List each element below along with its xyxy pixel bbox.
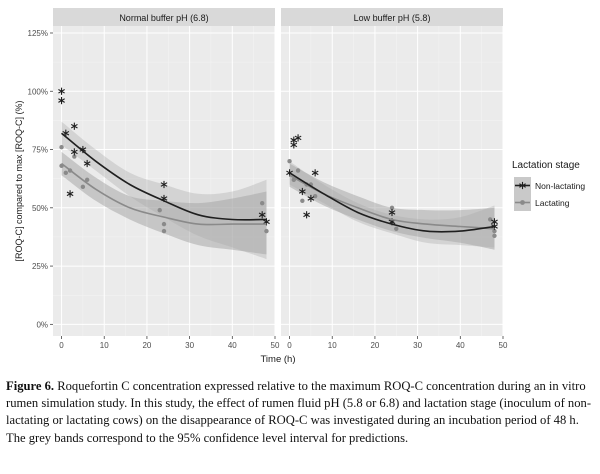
asterisk-stroke: [263, 219, 270, 225]
asterisk-stroke: [70, 149, 78, 155]
data-point-lactating: [80, 184, 86, 190]
data-point-non-lactating: [160, 180, 168, 189]
legend-item-non-lactating: Non-lactating: [514, 177, 585, 194]
data-point-lactating: [161, 228, 167, 234]
legend-label: Lactating: [535, 198, 570, 208]
data-point-lactating: [487, 217, 493, 222]
facet-strip: [53, 8, 275, 26]
data-point-lactating: [394, 226, 399, 231]
asterisk-stroke: [519, 183, 526, 188]
y-tick-label: 25%: [32, 262, 48, 271]
asterisk-stroke: [258, 212, 266, 218]
asterisk-stroke: [66, 191, 74, 197]
data-point-lactating: [157, 207, 162, 213]
figure-caption-label: Figure 6.: [6, 379, 55, 393]
legend-key-point: [520, 200, 525, 205]
data-point-non-lactating: [311, 169, 319, 177]
x-axis-title: Time (h): [260, 354, 295, 365]
data-point-lactating: [389, 205, 395, 211]
asterisk-stroke: [294, 135, 302, 141]
x-tick-label: 40: [228, 341, 237, 350]
data-point-lactating: [312, 193, 318, 199]
x-tick-label: 10: [328, 341, 337, 350]
asterisk-stroke: [160, 196, 168, 201]
data-point-non-lactating: [298, 187, 306, 196]
fit-line-non-lactating: [60, 132, 267, 221]
asterisk-stroke: [298, 189, 306, 194]
figure-caption: Figure 6. Roquefortin C concentration ex…: [6, 378, 594, 447]
asterisk-stroke: [58, 88, 65, 94]
asterisk-stroke: [388, 210, 396, 215]
y-tick-label: 75%: [32, 146, 48, 155]
asterisk-stroke: [58, 98, 65, 103]
x-tick-label: 50: [271, 341, 280, 350]
data-point-lactating: [287, 158, 292, 164]
x-tick-label: 30: [185, 341, 194, 350]
asterisk-stroke: [160, 182, 168, 187]
panel-background: [281, 26, 503, 336]
data-point-non-lactating: [70, 122, 78, 130]
data-point-non-lactating: [83, 159, 91, 168]
data-point-lactating: [259, 200, 265, 206]
y-tick-label: 125%: [28, 29, 48, 38]
asterisk-stroke: [491, 219, 498, 225]
facet-title: Normal buffer pH (6.8): [119, 13, 208, 23]
confidence-band-lactating: [289, 163, 495, 250]
data-point-lactating: [72, 154, 77, 159]
x-tick-label: 50: [499, 341, 508, 350]
data-point-lactating: [161, 221, 167, 227]
legend: Lactation stage Non-lactating Lactating: [512, 160, 585, 211]
data-point-non-lactating: [70, 148, 78, 156]
data-point-lactating: [63, 170, 69, 176]
y-tick-label: 100%: [28, 87, 48, 96]
facet-title: Low buffer pH (5.8): [354, 13, 431, 23]
data-point-lactating: [84, 177, 90, 183]
x-tick-label: 20: [142, 341, 151, 350]
data-point-non-lactating: [388, 208, 396, 217]
asterisk-stroke: [290, 142, 298, 148]
data-point-non-lactating: [66, 190, 74, 198]
y-tick-label: 50%: [32, 204, 48, 213]
data-point-non-lactating: [307, 194, 315, 203]
data-point-non-lactating: [290, 141, 298, 149]
data-point-lactating: [59, 145, 64, 150]
y-tick-label: 0%: [36, 320, 48, 329]
data-point-non-lactating: [258, 211, 266, 219]
x-tick-label: 30: [413, 341, 422, 350]
legend-item-lactating: Lactating: [514, 194, 570, 211]
x-tick-label: 0: [287, 341, 292, 350]
facet-panel-1: Normal buffer pH (6.8) 0 10 20 30 40 50: [53, 8, 280, 350]
data-point-lactating: [300, 198, 305, 204]
data-point-non-lactating: [58, 96, 65, 105]
fit-line-non-lactating: [289, 172, 495, 233]
figure-caption-text: Roquefortin C concentration expressed re…: [6, 379, 592, 445]
asterisk-stroke: [290, 137, 298, 143]
data-point-non-lactating: [303, 211, 311, 219]
asterisk-stroke: [303, 212, 311, 218]
data-point-lactating: [492, 233, 497, 238]
fit-line-lactating: [61, 162, 267, 226]
asterisk-stroke: [311, 170, 319, 176]
x-tick-label: 20: [370, 341, 379, 350]
data-point-non-lactating: [58, 87, 65, 95]
asterisk-stroke: [62, 130, 70, 136]
data-point-lactating: [492, 228, 497, 234]
legend-label: Non-lactating: [535, 181, 585, 191]
data-point-lactating: [295, 168, 301, 173]
asterisk-stroke: [307, 196, 315, 201]
legend-title: Lactation stage: [512, 160, 580, 171]
asterisk-stroke: [70, 123, 78, 129]
data-point-non-lactating: [294, 134, 302, 142]
data-point-lactating: [264, 228, 269, 234]
facet-strip: [281, 8, 503, 26]
confidence-band-lactating: [61, 151, 267, 255]
y-axis-title: [ROQ-C] compared to max [ROQ-C] (%): [14, 100, 24, 261]
asterisk-stroke: [388, 219, 396, 225]
x-tick-label: 40: [456, 341, 465, 350]
x-tick-label: 10: [100, 341, 109, 350]
x-tick-label: 0: [59, 341, 64, 350]
facet-panel-2: Low buffer pH (5.8) 0 10 20 30 40 50: [281, 8, 508, 350]
asterisk-stroke: [83, 161, 91, 166]
